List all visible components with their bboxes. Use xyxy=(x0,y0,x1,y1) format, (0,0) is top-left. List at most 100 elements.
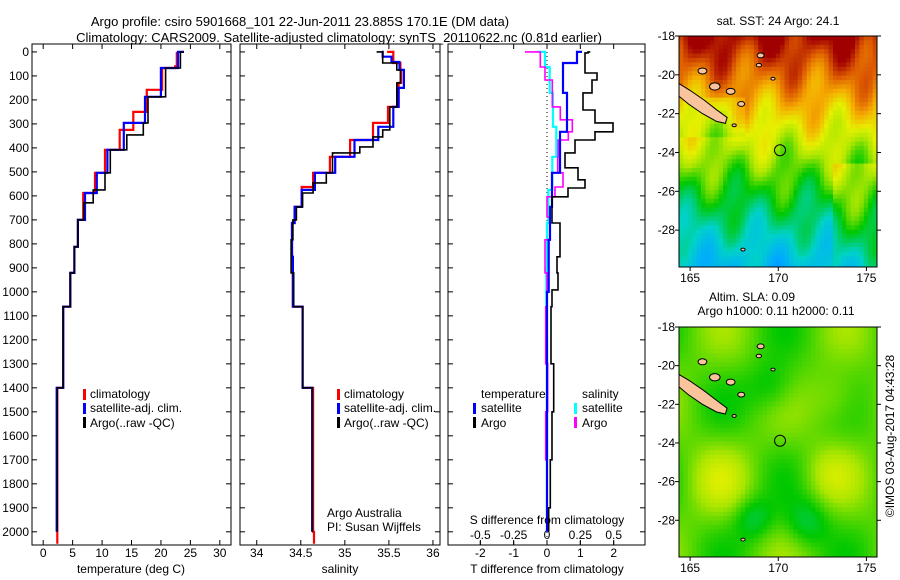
island xyxy=(737,101,746,107)
lat-tick-label: -24 xyxy=(658,436,676,450)
depth-tick-label: 700 xyxy=(9,213,29,227)
lon-tick-label: 175 xyxy=(856,561,876,575)
legend-marker-climatology xyxy=(337,389,340,400)
island xyxy=(770,367,776,372)
island xyxy=(770,76,776,81)
legend-marker-s-argo xyxy=(574,417,577,428)
legend-salinity-header: salinity xyxy=(582,387,619,401)
x-tick-label: -1 xyxy=(508,546,519,560)
credit-program: Argo Australia xyxy=(327,506,402,520)
legend-satellite: satellite-adj. clim. xyxy=(90,401,182,415)
sla-map: Altim. SLA: 0.09 Argo h1000: 0.11 h2000:… xyxy=(658,290,881,575)
x-tick-label: 0 xyxy=(40,546,47,560)
legend-marker-satellite xyxy=(83,403,86,414)
lon-tick-label: 170 xyxy=(768,561,788,575)
legend-argo: Argo(..raw -QC) xyxy=(344,416,429,430)
salinity-ticks: 34 34.5 35 35.5 36 xyxy=(240,44,440,560)
legend-marker-argo xyxy=(83,417,86,428)
sla-map-title: Altim. SLA: 0.09 xyxy=(709,290,795,304)
temperature-xlabel: temperature (deg C) xyxy=(77,562,185,576)
x-tick-label: 36 xyxy=(426,546,440,560)
title-line-2: Climatology: CARS2009. Satellite-adjuste… xyxy=(76,30,602,45)
island xyxy=(740,537,746,542)
depth-tick-label: 1300 xyxy=(2,357,29,371)
lat-tick-label: -20 xyxy=(658,359,676,373)
legend-s-satellite: satellite xyxy=(582,401,623,415)
lon-tick-label: 165 xyxy=(680,271,700,285)
new-caledonia-landmass xyxy=(678,373,728,415)
x-tick-label: -2 xyxy=(475,546,486,560)
depth-tick-label: 1100 xyxy=(3,309,29,323)
salinity-axes-box xyxy=(239,43,441,546)
legend-s-argo: Argo xyxy=(582,416,608,430)
temperature-lines xyxy=(55,50,184,544)
legend-satellite: satellite-adj. clim. xyxy=(344,401,436,415)
temperature-panel: 0100200300400500600700800900100011001200… xyxy=(2,43,232,576)
depth-tick-label: 1000 xyxy=(2,285,29,299)
series-line-temperature-argo xyxy=(547,51,614,532)
x-tick-label: 1 xyxy=(577,546,584,560)
profile-location-marker xyxy=(774,434,787,447)
island xyxy=(740,247,746,252)
island xyxy=(737,391,746,398)
lon-tick-label: 170 xyxy=(768,271,788,285)
island xyxy=(697,358,708,366)
x-tick-label: 35.5 xyxy=(377,546,401,560)
x-tick-label: 35 xyxy=(338,546,352,560)
series-line-climatology xyxy=(290,50,403,544)
s-tick-label: -0.25 xyxy=(500,528,528,542)
series-line-satellite-adj-clim- xyxy=(55,50,184,532)
difference-ticks: -2 -1 0 1 2 -0.5 -0.25 0 0.25 0.5 xyxy=(448,44,645,560)
lon-tick-label: 175 xyxy=(856,271,876,285)
depth-tick-label: 1800 xyxy=(2,477,29,491)
s-tick-label: 0.25 xyxy=(569,528,593,542)
lat-tick-label: -26 xyxy=(658,184,676,198)
temperature-ticks: 0100200300400500600700800900100011001200… xyxy=(2,44,231,560)
island xyxy=(709,373,721,382)
x-tick-label: 15 xyxy=(125,546,139,560)
legend-climatology: climatology xyxy=(344,387,404,401)
salinity-xlabel: salinity xyxy=(322,562,359,576)
legend-marker-t-argo xyxy=(473,417,476,428)
difference-top-label: S difference from climatology xyxy=(470,513,625,527)
depth-tick-label: 100 xyxy=(9,69,29,83)
depth-tick-label: 800 xyxy=(9,237,29,251)
depth-tick-label: 1200 xyxy=(2,333,29,347)
sst-field xyxy=(679,36,877,267)
depth-tick-label: 2000 xyxy=(2,525,29,539)
island xyxy=(756,343,765,350)
difference-panel: -2 -1 0 1 2 -0.5 -0.25 0 0.25 0.5 temperature sat… xyxy=(447,43,646,576)
land-coastline xyxy=(678,52,776,252)
island xyxy=(756,52,765,59)
depth-tick-label: 200 xyxy=(9,93,29,107)
depth-tick-label: 0 xyxy=(22,45,29,59)
sla-field xyxy=(679,327,877,557)
lat-tick-label: -20 xyxy=(658,68,676,82)
depth-tick-label: 500 xyxy=(9,165,29,179)
series-line-climatology xyxy=(56,51,178,544)
legend-t-argo: Argo xyxy=(481,416,507,430)
depth-tick-label: 300 xyxy=(9,117,29,131)
new-caledonia-landmass xyxy=(678,82,728,124)
x-tick-label: 34 xyxy=(250,546,264,560)
series-line-satellite-adj-clim- xyxy=(290,50,405,532)
legend-marker-argo xyxy=(337,417,340,428)
lat-tick-label: -28 xyxy=(658,223,676,237)
depth-tick-label: 600 xyxy=(9,189,29,203)
series-line-argo-raw-qc- xyxy=(290,51,402,532)
depth-tick-label: 900 xyxy=(9,261,29,275)
land-coastline xyxy=(678,343,776,542)
x-tick-label: 5 xyxy=(69,546,76,560)
lat-tick-label: -22 xyxy=(658,107,676,121)
island xyxy=(755,353,763,359)
island xyxy=(731,413,737,418)
legend-marker-climatology xyxy=(83,389,86,400)
x-tick-label: 10 xyxy=(95,546,109,560)
island xyxy=(725,378,736,386)
lat-tick-label: -18 xyxy=(658,320,676,334)
sla-map-subtitle: Argo h1000: 0.11 h2000: 0.11 xyxy=(697,304,854,318)
temperature-axes-box xyxy=(31,43,232,546)
legend-marker-satellite xyxy=(337,403,340,414)
s-tick-label: 0.5 xyxy=(605,528,622,542)
